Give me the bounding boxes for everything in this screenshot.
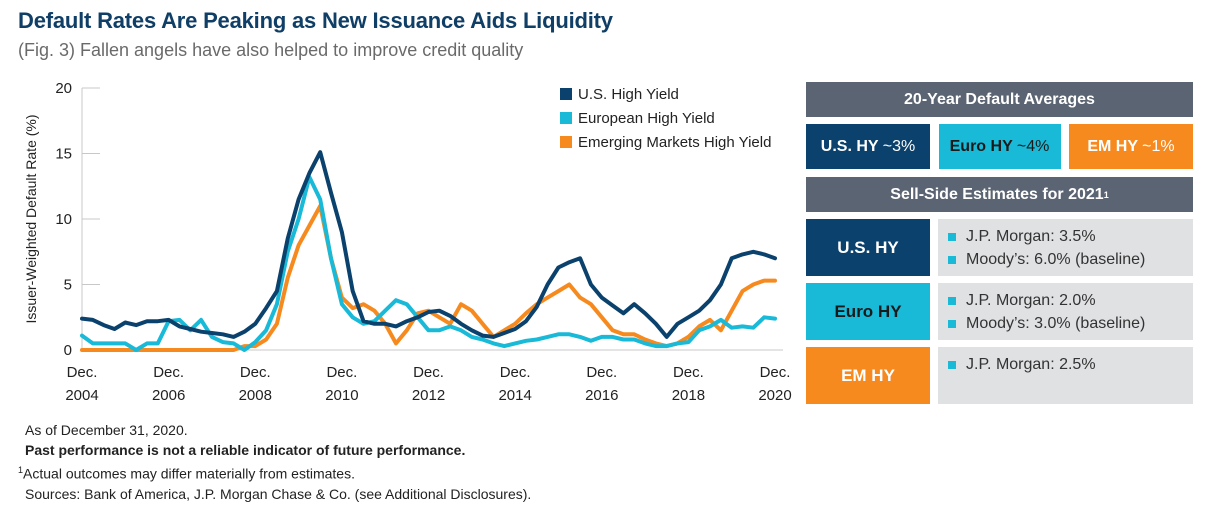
estimate-label: EM HY bbox=[806, 347, 930, 404]
as-of-note: As of December 31, 2020. bbox=[25, 422, 188, 438]
estimate-text: J.P. Morgan: 2.0% bbox=[966, 291, 1096, 309]
x-tick-label: Dec. bbox=[500, 364, 531, 381]
x-tick-label: 2010 bbox=[325, 387, 358, 404]
average-label: Euro HY bbox=[949, 137, 1017, 155]
x-tick-label: 2006 bbox=[152, 387, 185, 404]
bullet-icon bbox=[948, 296, 956, 305]
chart-title: Default Rates Are Peaking as New Issuanc… bbox=[18, 8, 613, 33]
estimate-item: Moody’s: 6.0% (baseline) bbox=[948, 248, 1193, 271]
legend-item-em: Emerging Markets High Yield bbox=[560, 130, 771, 154]
x-tick-label: 2018 bbox=[672, 387, 705, 404]
bullet-icon bbox=[948, 255, 956, 264]
x-tick-label: 2014 bbox=[498, 387, 531, 404]
estimate-list: J.P. Morgan: 3.5% Moody’s: 6.0% (baselin… bbox=[938, 219, 1193, 276]
average-value: ~1% bbox=[1142, 137, 1175, 155]
series-line-euro bbox=[80, 175, 777, 352]
footnote-text: Actual outcomes may differ materially fr… bbox=[23, 465, 355, 482]
y-tick-label: 0 bbox=[64, 342, 72, 359]
estimate-item: J.P. Morgan: 3.5% bbox=[948, 225, 1193, 248]
legend-label: European High Yield bbox=[578, 109, 715, 127]
estimate-label: Euro HY bbox=[806, 283, 930, 340]
y-tick-label: 20 bbox=[55, 80, 72, 97]
estimate-row-em: EM HY J.P. Morgan: 2.5% bbox=[806, 347, 1193, 404]
legend-swatch-euro bbox=[560, 112, 572, 124]
x-tick-label: Dec. bbox=[673, 364, 704, 381]
default-averages-panel: 20-Year Default Averages U.S. HY ~3% Eur… bbox=[806, 82, 1193, 169]
estimate-text: Moody’s: 3.0% (baseline) bbox=[966, 314, 1146, 332]
estimate-item: J.P. Morgan: 2.5% bbox=[948, 353, 1193, 376]
y-axis-title: Issuer-Weighted Default Rate (%) bbox=[23, 114, 39, 323]
bullet-icon bbox=[948, 360, 956, 369]
estimate-list: J.P. Morgan: 2.0% Moody’s: 3.0% (baselin… bbox=[938, 283, 1193, 340]
legend-item-euro: European High Yield bbox=[560, 106, 771, 130]
average-em: EM HY ~1% bbox=[1069, 124, 1193, 169]
average-euro: Euro HY ~4% bbox=[938, 124, 1061, 169]
estimate-text: Moody’s: 6.0% (baseline) bbox=[966, 250, 1146, 268]
legend-item-us: U.S. High Yield bbox=[560, 82, 771, 106]
estimate-item: J.P. Morgan: 2.0% bbox=[948, 289, 1193, 312]
estimates-heading-text: Sell-Side Estimates for 2021 bbox=[890, 185, 1104, 203]
x-tick-label: Dec. bbox=[326, 364, 357, 381]
chart-notes: As of December 31, 2020. Past performanc… bbox=[18, 420, 531, 504]
x-tick-label: Dec. bbox=[760, 364, 791, 381]
y-tick-label: 15 bbox=[55, 146, 72, 163]
x-tick-label: 2012 bbox=[412, 387, 445, 404]
line-chart: 0 5 10 15 20 Issuer-Weighted Default Rate (%)… bbox=[23, 80, 792, 404]
x-tick-label: 2016 bbox=[585, 387, 618, 404]
estimate-text: J.P. Morgan: 2.5% bbox=[966, 355, 1096, 373]
estimate-text: J.P. Morgan: 3.5% bbox=[966, 227, 1096, 245]
chart-subtitle: (Fig. 3) Fallen angels have also helped … bbox=[18, 40, 524, 60]
estimate-item: Moody’s: 3.0% (baseline) bbox=[948, 312, 1193, 335]
average-label: EM HY bbox=[1087, 137, 1143, 155]
footnote-marker: 1 bbox=[1103, 189, 1109, 200]
default-averages-heading: 20-Year Default Averages bbox=[806, 82, 1193, 117]
average-value: ~4% bbox=[1016, 137, 1050, 155]
legend-label: Emerging Markets High Yield bbox=[578, 133, 772, 151]
footnote: 1Actual outcomes may differ materially f… bbox=[18, 460, 531, 484]
average-value: ~3% bbox=[882, 137, 916, 155]
sources-note: Sources: Bank of America, J.P. Morgan Ch… bbox=[25, 485, 532, 502]
bullet-icon bbox=[948, 232, 956, 241]
x-tick-label: Dec. bbox=[240, 364, 271, 381]
estimates-heading: Sell-Side Estimates for 2021 1 bbox=[806, 177, 1193, 212]
y-tick-label: 5 bbox=[64, 277, 72, 294]
x-tick-label: Dec. bbox=[153, 364, 184, 381]
x-tick-label: Dec. bbox=[586, 364, 617, 381]
legend-label: U.S. High Yield bbox=[578, 85, 679, 103]
y-tick-label: 10 bbox=[55, 211, 72, 228]
x-tick-label: Dec. bbox=[413, 364, 444, 381]
estimate-row-euro: Euro HY J.P. Morgan: 2.0% Moody’s: 3.0% … bbox=[806, 283, 1193, 340]
estimates-panel: Sell-Side Estimates for 2021 1 U.S. HY J.… bbox=[806, 177, 1193, 404]
legend-swatch-us bbox=[560, 88, 572, 100]
x-tick-label: 2008 bbox=[239, 387, 272, 404]
series-line-us bbox=[80, 150, 777, 339]
performance-disclaimer: Past performance is not a reliable indic… bbox=[25, 442, 466, 458]
x-tick-label: 2020 bbox=[758, 387, 791, 404]
average-label: U.S. HY bbox=[820, 137, 883, 155]
average-us: U.S. HY ~3% bbox=[806, 124, 930, 169]
bullet-icon bbox=[948, 319, 956, 328]
x-tick-label: Dec. bbox=[67, 364, 98, 381]
chart-legend: U.S. High Yield European High Yield Emer… bbox=[560, 82, 771, 154]
x-tick-label: 2004 bbox=[65, 387, 98, 404]
footnote-marker: 1 bbox=[18, 465, 24, 475]
estimate-list: J.P. Morgan: 2.5% bbox=[938, 347, 1193, 404]
estimate-label: U.S. HY bbox=[806, 219, 930, 276]
estimate-row-us: U.S. HY J.P. Morgan: 3.5% Moody’s: 6.0% … bbox=[806, 219, 1193, 276]
legend-swatch-em bbox=[560, 136, 572, 148]
